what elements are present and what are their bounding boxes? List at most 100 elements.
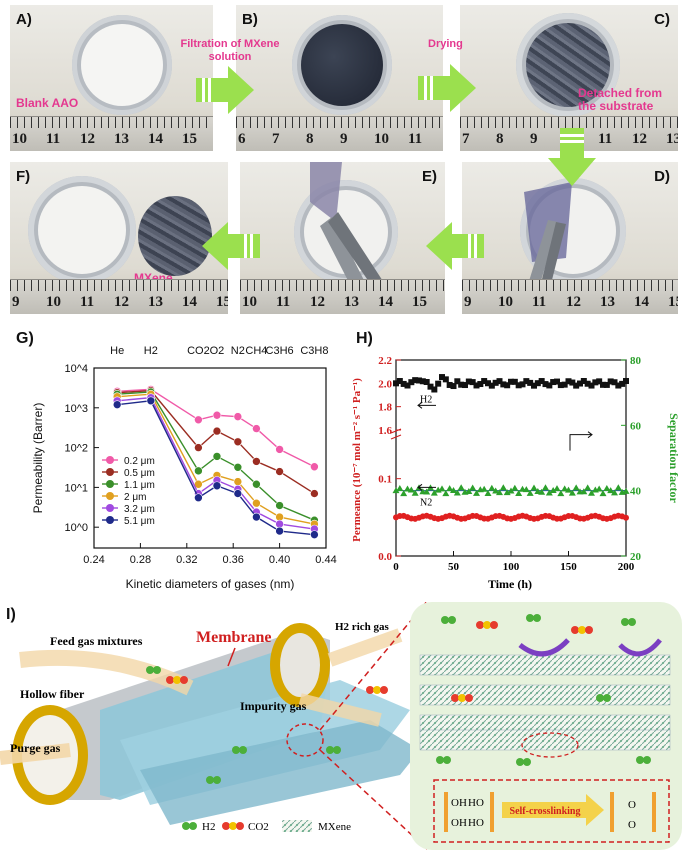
series-point (233, 412, 243, 421)
co2-legend-icon-atom-2 (236, 822, 244, 830)
ruler-number: 7 (272, 131, 280, 147)
chart-h-xtick-label: 150 (560, 561, 577, 573)
series-point (252, 512, 261, 522)
drying-step-label: Drying (428, 38, 463, 50)
series-point (275, 445, 284, 454)
ruler-number: 13 (666, 131, 678, 147)
h2-point (462, 382, 468, 389)
series-point (252, 457, 261, 466)
legend-entry: 0.5 μm (124, 468, 155, 479)
arrow-c-to-d (548, 128, 596, 186)
h2-point (500, 381, 507, 388)
chart-g-ytick-label: 10^3 (64, 403, 88, 415)
series-point (252, 424, 261, 433)
sf-point (561, 485, 569, 492)
ruler-e: 10111213141516 (240, 279, 445, 314)
sf-point (553, 485, 561, 492)
detached-caption-line-2: the substrate (578, 99, 654, 113)
h2-annotation: H2 (420, 394, 432, 405)
ruler-number: 12 (114, 294, 129, 310)
sf-point (404, 485, 411, 492)
series-point (252, 498, 261, 508)
oh-label-2: OH (451, 817, 467, 829)
zoom-circle (286, 723, 324, 757)
sf-point (488, 484, 496, 491)
h2-point (619, 380, 626, 387)
h2-point (431, 386, 438, 393)
ruler-number: 14 (148, 131, 163, 147)
h2-point (592, 379, 599, 386)
chart-g-xtick-label: 0.40 (269, 554, 290, 566)
legend-swatch (106, 456, 114, 464)
sf-point (542, 484, 549, 491)
sf-point (565, 486, 572, 493)
arrow-a-to-b (196, 66, 254, 114)
sf-point (580, 488, 588, 495)
sf-point (530, 484, 538, 491)
series-point (212, 426, 222, 436)
gas-label: He (110, 345, 124, 357)
purple-arrow-2 (618, 638, 662, 657)
ruler-number: 14 (634, 294, 649, 310)
ruler-number: 9 (12, 294, 20, 310)
panel-d-photo: D) 9 10 11 12 13 14 15 (462, 162, 678, 314)
sf-arrow (569, 431, 593, 451)
ruler-number: 13 (344, 294, 359, 310)
h2-point (465, 378, 472, 385)
sf-point (588, 489, 595, 496)
h2-point (527, 379, 534, 386)
filtration-step-label: Filtration of MXene solution (180, 38, 280, 64)
h2-point (508, 378, 514, 385)
detached-caption-line-1: Detached from (578, 86, 663, 100)
ruler-number: 11 (46, 131, 61, 147)
panel-f-photo: F) MXene membrane 91011121314151617 (10, 162, 228, 314)
sf-point (450, 486, 457, 493)
h2-point (615, 382, 622, 389)
h2-point (496, 378, 503, 385)
series-point (233, 477, 243, 486)
ruler-number: 13 (600, 294, 615, 310)
h2-point (611, 379, 618, 386)
ruler-number: 9 (464, 294, 472, 310)
h2-point (492, 379, 499, 386)
chart-g-xtick-label: 0.44 (315, 554, 336, 566)
sf-point (453, 489, 461, 496)
chart-g-xlabel: Kinetic diameters of gases (nm) (126, 577, 295, 591)
series-point (310, 530, 319, 539)
series-point (194, 493, 203, 503)
gas-label: CO2 (187, 345, 210, 357)
ruler-number: 12 (80, 131, 95, 147)
sf-point (411, 489, 419, 496)
ruler-a: 1011121314151617 (10, 116, 213, 151)
chart-h-ylabel-left: Permeance (10⁻⁷ mol m⁻² s⁻¹ Pa⁻¹) (351, 378, 363, 542)
h2-point (416, 377, 422, 384)
ruler-d: 9 10 11 12 13 14 15 (462, 279, 678, 314)
series-point (233, 489, 243, 498)
ho-label-2: HO (468, 817, 484, 829)
purple-arrow-1 (518, 638, 570, 657)
h2-point (584, 380, 591, 387)
chart-g-ytick-label: 10^1 (64, 482, 88, 494)
series-point (310, 489, 319, 498)
ruler-f: 91011121314151617 (10, 279, 228, 314)
sf-point (568, 489, 576, 496)
legend-entry: 1.1 μm (124, 480, 155, 491)
ruler-number: 6 (238, 131, 246, 147)
sf-point (595, 485, 603, 492)
ruler-number: 13 (114, 131, 129, 147)
h2-point (427, 383, 434, 390)
sf-point (611, 489, 618, 496)
chart-h-ytick-left-label: 1.6 (378, 425, 392, 437)
h2-point (435, 380, 442, 387)
sf-point (400, 490, 408, 497)
h2-point (557, 382, 564, 389)
zoom-line-top (319, 600, 429, 731)
impurity-flow-arrow (298, 693, 382, 727)
h2-point (623, 378, 629, 385)
legend-swatch (106, 504, 114, 512)
h2-point (419, 378, 426, 385)
crosslink-sheet-4 (652, 792, 656, 832)
h2-point (561, 381, 568, 388)
hollow-fiber-label: Hollow fiber (20, 687, 85, 701)
sf-point (545, 489, 553, 496)
